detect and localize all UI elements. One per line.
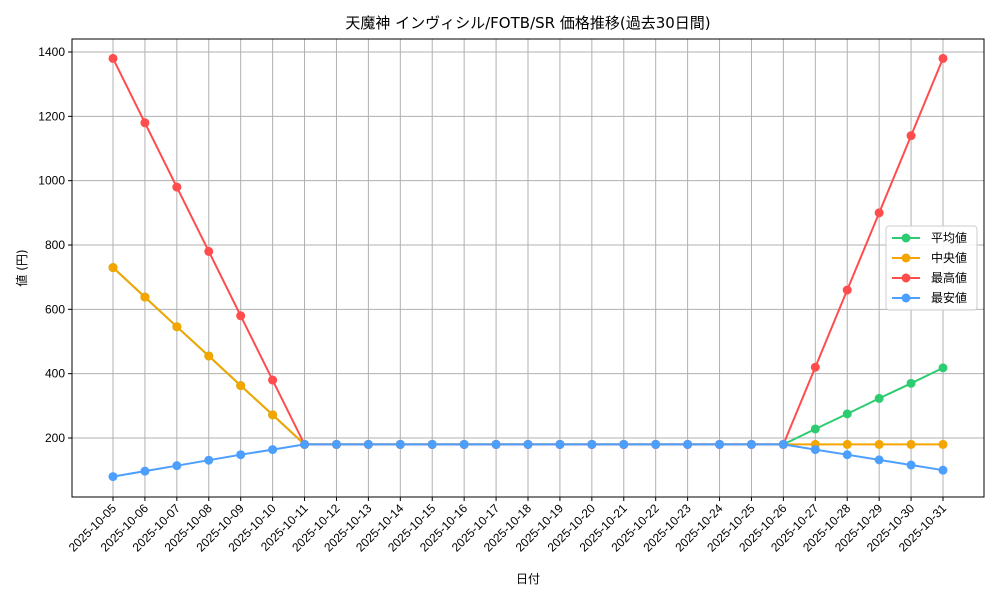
data-point [587,439,597,449]
data-point [842,450,852,460]
data-point [140,466,150,476]
data-point [268,375,278,385]
data-point [523,439,533,449]
data-point [651,439,661,449]
data-point [268,410,278,420]
data-point [906,460,916,470]
data-point [172,461,182,471]
data-point [874,439,884,449]
data-point [204,351,214,361]
x-axis-label: 日付 [516,572,540,586]
data-point [938,439,948,449]
data-point [810,445,820,455]
y-tick-label: 1200 [38,109,65,123]
y-tick-label: 1000 [38,174,65,188]
data-point [204,455,214,465]
legend-marker-icon [901,253,911,263]
data-point [842,285,852,295]
y-tick-label: 200 [45,431,65,445]
data-point [172,182,182,192]
data-point [427,439,437,449]
series-最安値 [108,439,948,482]
legend-label: 最安値 [931,290,967,305]
data-point [778,439,788,449]
y-tick-label: 400 [45,367,65,381]
data-point [236,450,246,460]
grid [72,39,984,497]
data-point [938,465,948,475]
data-point [842,409,852,419]
chart-title: 天魔神 インヴィシル/FOTB/SR 価格推移(過去30日間) [345,14,710,32]
y-axis-ticks: 200 400 600 800 1000 1200 1400 [38,45,72,445]
data-point [555,439,565,449]
data-point [236,311,246,321]
data-point [108,472,118,482]
data-point [363,439,373,449]
legend-box [885,225,978,311]
data-point [874,455,884,465]
data-point [108,53,118,63]
data-point [938,363,948,373]
data-point [204,246,214,256]
data-point [906,439,916,449]
y-tick-label: 800 [45,238,65,252]
legend-marker-icon [901,233,911,243]
data-point [938,53,948,63]
data-point [810,424,820,434]
data-point [236,381,246,391]
data-point [300,439,310,449]
legend-marker-icon [901,293,911,303]
data-point [268,445,278,455]
data-point [874,208,884,218]
data-point [140,118,150,128]
data-point [906,378,916,388]
data-point [810,362,820,372]
data-point [140,292,150,302]
data-point [874,393,884,403]
legend-marker-icon [901,273,911,283]
data-point [331,439,341,449]
data-point [491,439,501,449]
data-point [395,439,405,449]
data-point [459,439,469,449]
y-tick-label: 600 [45,302,65,316]
data-point [715,439,725,449]
legend-label: 最高値 [931,270,967,285]
data-point [172,322,182,332]
legend-label: 平均値 [931,230,967,245]
legend-label: 中央値 [931,250,967,265]
data-point [108,263,118,273]
data-point [619,439,629,449]
x-axis-ticks: 2025-10-052025-10-062025-10-072025-10-08… [66,497,949,555]
series-lines [108,53,948,482]
data-point [746,439,756,449]
data-point [906,131,916,141]
y-tick-label: 1400 [38,45,65,59]
data-point [842,439,852,449]
data-point [683,439,693,449]
y-axis-label: 値 (円) [14,249,29,286]
